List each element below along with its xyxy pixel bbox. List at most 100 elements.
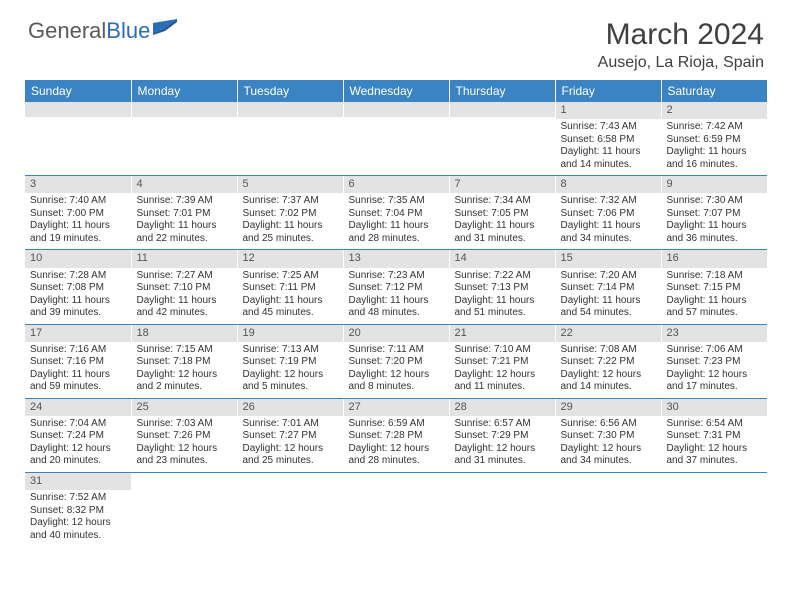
sunset-text: Sunset: 7:11 PM <box>243 282 338 295</box>
day-number: 17 <box>25 325 131 342</box>
calendar-week-row: 3Sunrise: 7:40 AMSunset: 7:00 PMDaylight… <box>25 176 767 250</box>
sunrise-text: Sunrise: 7:42 AM <box>667 121 763 134</box>
daylight-line1: Daylight: 12 hours <box>30 517 126 530</box>
sunrise-text: Sunrise: 7:22 AM <box>455 270 550 283</box>
day-number: 14 <box>450 250 555 267</box>
calendar-cell <box>343 102 449 176</box>
day-number: 1 <box>556 102 661 119</box>
logo-text-1: General <box>28 18 106 44</box>
sunrise-text: Sunrise: 7:27 AM <box>137 270 232 283</box>
daylight-line2: and 19 minutes. <box>30 233 126 246</box>
calendar-cell: 1Sunrise: 7:43 AMSunset: 6:58 PMDaylight… <box>555 102 661 176</box>
daylight-line2: and 2 minutes. <box>137 381 232 394</box>
day-number: 12 <box>238 250 343 267</box>
calendar-body: 1Sunrise: 7:43 AMSunset: 6:58 PMDaylight… <box>25 102 767 546</box>
daylight-line1: Daylight: 12 hours <box>455 443 550 456</box>
sunset-text: Sunset: 7:30 PM <box>561 430 656 443</box>
day-info: Sunrise: 7:03 AMSunset: 7:26 PMDaylight:… <box>132 416 237 472</box>
calendar-cell: 16Sunrise: 7:18 AMSunset: 7:15 PMDayligh… <box>661 250 767 324</box>
day-number: 18 <box>132 325 237 342</box>
sunset-text: Sunset: 7:20 PM <box>349 356 444 369</box>
daylight-line2: and 20 minutes. <box>30 455 126 468</box>
day-number: 19 <box>238 325 343 342</box>
calendar-cell: 9Sunrise: 7:30 AMSunset: 7:07 PMDaylight… <box>661 176 767 250</box>
day-info: Sunrise: 7:32 AMSunset: 7:06 PMDaylight:… <box>556 193 661 249</box>
sunset-text: Sunset: 7:05 PM <box>455 208 550 221</box>
weekday-header: Tuesday <box>237 80 343 102</box>
sunrise-text: Sunrise: 7:18 AM <box>667 270 763 283</box>
day-number: 27 <box>344 399 449 416</box>
sunset-text: Sunset: 7:12 PM <box>349 282 444 295</box>
calendar-cell: 7Sunrise: 7:34 AMSunset: 7:05 PMDaylight… <box>449 176 555 250</box>
sunrise-text: Sunrise: 7:15 AM <box>137 344 232 357</box>
daylight-line1: Daylight: 11 hours <box>243 220 338 233</box>
sunrise-text: Sunrise: 7:52 AM <box>30 492 126 505</box>
day-info: Sunrise: 7:23 AMSunset: 7:12 PMDaylight:… <box>344 268 449 324</box>
day-number: 21 <box>450 325 555 342</box>
daylight-line1: Daylight: 11 hours <box>455 295 550 308</box>
weekday-header: Monday <box>131 80 237 102</box>
daylight-line2: and 54 minutes. <box>561 307 656 320</box>
daylight-line2: and 25 minutes. <box>243 233 338 246</box>
day-number: 9 <box>662 176 768 193</box>
day-info: Sunrise: 7:40 AMSunset: 7:00 PMDaylight:… <box>25 193 131 249</box>
daylight-line2: and 14 minutes. <box>561 159 656 172</box>
sunset-text: Sunset: 6:59 PM <box>667 134 763 147</box>
sunset-text: Sunset: 7:01 PM <box>137 208 232 221</box>
daylight-line1: Daylight: 11 hours <box>349 295 444 308</box>
day-info: Sunrise: 7:43 AMSunset: 6:58 PMDaylight:… <box>556 119 661 175</box>
daylight-line2: and 11 minutes. <box>455 381 550 394</box>
calendar-table: SundayMondayTuesdayWednesdayThursdayFrid… <box>25 80 767 546</box>
day-info: Sunrise: 7:28 AMSunset: 7:08 PMDaylight:… <box>25 268 131 324</box>
daylight-line2: and 17 minutes. <box>667 381 763 394</box>
sunrise-text: Sunrise: 6:59 AM <box>349 418 444 431</box>
weekday-header-row: SundayMondayTuesdayWednesdayThursdayFrid… <box>25 80 767 102</box>
daylight-line2: and 14 minutes. <box>561 381 656 394</box>
calendar-cell <box>343 472 449 546</box>
sunset-text: Sunset: 7:10 PM <box>137 282 232 295</box>
daylight-line1: Daylight: 11 hours <box>30 295 126 308</box>
daylight-line2: and 8 minutes. <box>349 381 444 394</box>
sunrise-text: Sunrise: 7:10 AM <box>455 344 550 357</box>
day-info: Sunrise: 7:52 AMSunset: 8:32 PMDaylight:… <box>25 490 131 546</box>
daylight-line1: Daylight: 11 hours <box>30 220 126 233</box>
calendar-week-row: 24Sunrise: 7:04 AMSunset: 7:24 PMDayligh… <box>25 398 767 472</box>
day-number: 5 <box>238 176 343 193</box>
calendar-cell: 29Sunrise: 6:56 AMSunset: 7:30 PMDayligh… <box>555 398 661 472</box>
sunset-text: Sunset: 7:07 PM <box>667 208 763 221</box>
daylight-line2: and 59 minutes. <box>30 381 126 394</box>
calendar-cell: 12Sunrise: 7:25 AMSunset: 7:11 PMDayligh… <box>237 250 343 324</box>
daylight-line2: and 34 minutes. <box>561 233 656 246</box>
day-number: 28 <box>450 399 555 416</box>
header: GeneralBlue March 2024 Ausejo, La Rioja,… <box>0 0 792 80</box>
day-info: Sunrise: 7:11 AMSunset: 7:20 PMDaylight:… <box>344 342 449 398</box>
calendar-cell: 19Sunrise: 7:13 AMSunset: 7:19 PMDayligh… <box>237 324 343 398</box>
calendar-cell <box>661 472 767 546</box>
calendar-week-row: 1Sunrise: 7:43 AMSunset: 6:58 PMDaylight… <box>25 102 767 176</box>
daylight-line2: and 28 minutes. <box>349 233 444 246</box>
calendar-cell <box>449 102 555 176</box>
daylight-line2: and 51 minutes. <box>455 307 550 320</box>
daylight-line1: Daylight: 11 hours <box>137 220 232 233</box>
day-info: Sunrise: 6:59 AMSunset: 7:28 PMDaylight:… <box>344 416 449 472</box>
title-block: March 2024 Ausejo, La Rioja, Spain <box>598 18 764 72</box>
sunrise-text: Sunrise: 6:56 AM <box>561 418 656 431</box>
sunset-text: Sunset: 8:32 PM <box>30 505 126 518</box>
daylight-line2: and 31 minutes. <box>455 233 550 246</box>
sunrise-text: Sunrise: 7:16 AM <box>30 344 126 357</box>
sunrise-text: Sunrise: 7:37 AM <box>243 195 338 208</box>
daylight-line1: Daylight: 12 hours <box>561 443 656 456</box>
day-number: 8 <box>556 176 661 193</box>
daylight-line2: and 31 minutes. <box>455 455 550 468</box>
weekday-header: Saturday <box>661 80 767 102</box>
daylight-line2: and 34 minutes. <box>561 455 656 468</box>
daylight-line1: Daylight: 11 hours <box>561 295 656 308</box>
daylight-line2: and 48 minutes. <box>349 307 444 320</box>
day-number: 25 <box>132 399 237 416</box>
day-info: Sunrise: 7:35 AMSunset: 7:04 PMDaylight:… <box>344 193 449 249</box>
calendar-cell: 20Sunrise: 7:11 AMSunset: 7:20 PMDayligh… <box>343 324 449 398</box>
sunset-text: Sunset: 7:08 PM <box>30 282 126 295</box>
day-info: Sunrise: 6:54 AMSunset: 7:31 PMDaylight:… <box>662 416 768 472</box>
calendar-cell <box>449 472 555 546</box>
calendar-cell <box>131 472 237 546</box>
